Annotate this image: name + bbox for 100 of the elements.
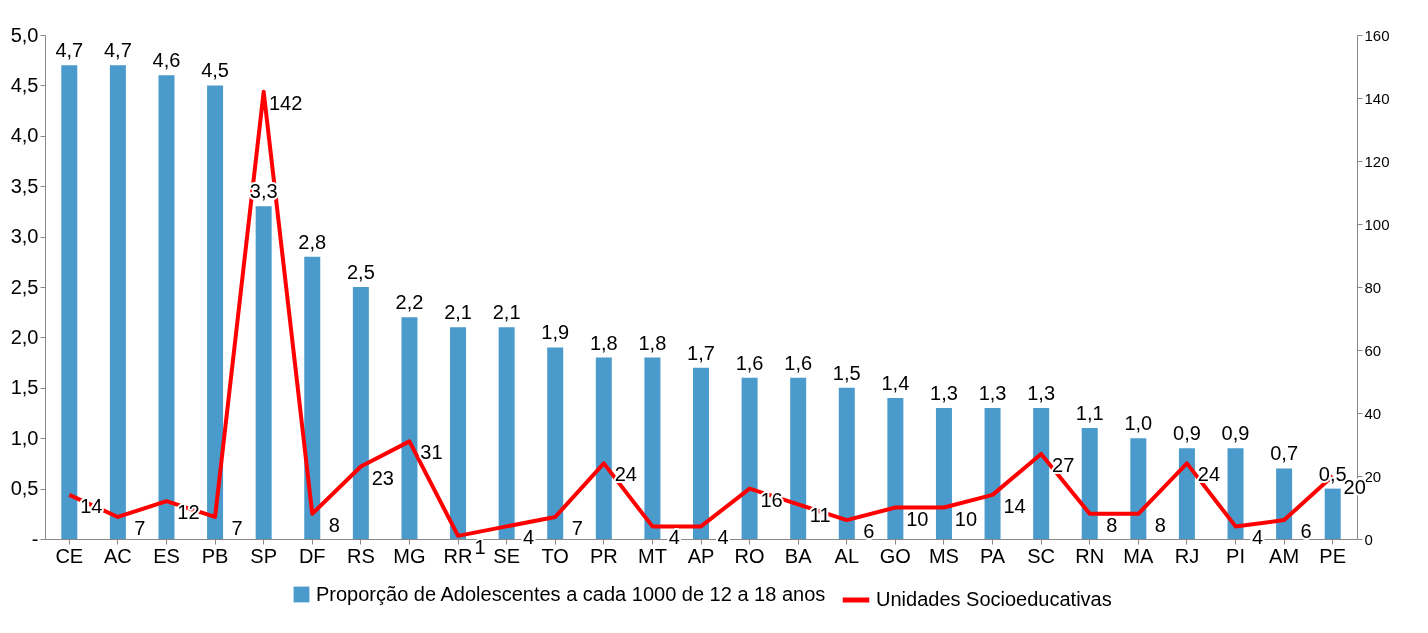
- data-label: 4: [717, 526, 729, 549]
- data-label: 1,3: [1027, 381, 1056, 404]
- x-tick-label: BA: [784, 544, 813, 567]
- data-label: 23: [371, 466, 394, 489]
- data-label: 6: [1300, 520, 1312, 543]
- y2-tick-label: 140: [1364, 89, 1390, 107]
- bar: [109, 65, 126, 539]
- data-label: 2,5: [346, 261, 375, 283]
- data-label: 1,3: [930, 381, 958, 404]
- y2-tick-label: 20: [1364, 467, 1382, 485]
- y2-tick-label: 100: [1364, 215, 1390, 233]
- y-tick-label: 0,5: [10, 477, 39, 500]
- x-tick-label: MS: [928, 544, 959, 567]
- x-tick-label: GO: [879, 544, 911, 567]
- data-label: 24: [1197, 463, 1221, 486]
- data-label: 2,8: [298, 230, 327, 253]
- data-label: 7: [571, 516, 583, 539]
- bar: [498, 327, 515, 539]
- y2-tick-label: 80: [1364, 278, 1382, 296]
- x-tick-label: MA: [1123, 544, 1154, 567]
- bar: [741, 377, 758, 539]
- data-label: 8: [328, 513, 340, 536]
- bar: [61, 65, 78, 539]
- x-tick-label: PR: [589, 544, 618, 567]
- y-tick-label: 5,0: [10, 23, 39, 46]
- bar: [693, 367, 709, 539]
- data-label: 4,7: [55, 39, 84, 62]
- bar: [887, 397, 904, 539]
- x-tick-label: SC: [1027, 544, 1056, 567]
- x-tick-label: DF: [298, 544, 326, 567]
- y-tick-label: 1,0: [10, 426, 39, 449]
- y-tick-label: 3,5: [10, 174, 39, 197]
- data-label: 0,9: [1173, 422, 1201, 445]
- y-tick-label: 3,0: [10, 225, 39, 248]
- data-label: 4: [523, 526, 535, 549]
- data-label: 0,9: [1221, 422, 1250, 445]
- x-tick-label: PI: [1226, 544, 1245, 567]
- bar: [595, 357, 612, 539]
- x-tick-label: PB: [201, 544, 229, 567]
- data-label: 6: [863, 520, 875, 543]
- x-tick-label: RJ: [1174, 544, 1200, 567]
- bar: [984, 407, 1001, 539]
- bar: [1033, 407, 1050, 539]
- data-label: 8: [1154, 513, 1166, 536]
- bar: [1276, 468, 1293, 539]
- data-label: 4,6: [152, 49, 181, 72]
- y2-tick-label: 40: [1364, 404, 1382, 422]
- y-tick-label: 4,0: [10, 124, 39, 147]
- bar: [352, 287, 369, 539]
- bar: [304, 256, 321, 539]
- data-label: 2,1: [492, 301, 521, 324]
- x-tick-label: SE: [493, 544, 520, 567]
- data-label: 27: [1052, 453, 1075, 476]
- y-tick-label: 2,5: [10, 275, 39, 298]
- data-label: 1,1: [1075, 402, 1104, 425]
- y-tick-label: 4,5: [10, 73, 39, 96]
- data-label: 1,8: [589, 331, 618, 354]
- bar: [838, 387, 855, 539]
- bar: [1227, 448, 1244, 539]
- y2-tick-label: 120: [1364, 152, 1390, 170]
- bar: [1178, 448, 1195, 539]
- legend-label: Proporção de Adolescentes a cada 1000 de 12 a 18 anos: [316, 582, 826, 605]
- data-label: 1,5: [832, 361, 861, 384]
- x-tick-label: RS: [346, 544, 375, 567]
- data-label: 1,9: [541, 321, 570, 344]
- data-label: 4: [1251, 526, 1264, 549]
- data-label: 31: [420, 441, 443, 464]
- x-tick-label: TO: [541, 544, 569, 567]
- x-tick-label: AM: [1269, 544, 1300, 567]
- data-label: 2,2: [395, 291, 424, 314]
- data-label: 4,5: [201, 59, 229, 82]
- y2-tick-label: 0: [1364, 530, 1373, 548]
- x-tick-label: ES: [153, 544, 180, 567]
- data-label: 14: [1003, 494, 1026, 517]
- data-label: 7: [231, 516, 243, 539]
- bar: [547, 347, 564, 539]
- bar: [1324, 488, 1341, 539]
- bar: [401, 317, 418, 539]
- bar: [158, 75, 175, 539]
- data-label: 1,3: [978, 381, 1007, 404]
- bar: [790, 377, 807, 539]
- x-tick-label: AL: [834, 544, 860, 567]
- data-label: 10: [906, 507, 929, 530]
- data-label: 0,7: [1270, 442, 1299, 465]
- bar: [255, 206, 272, 539]
- data-label: 4: [668, 526, 680, 549]
- data-label: 1,6: [784, 351, 813, 374]
- bar: [207, 85, 224, 539]
- x-tick-label: MG: [393, 544, 426, 567]
- bar: [1081, 428, 1098, 539]
- x-tick-label: PE: [1319, 544, 1347, 567]
- data-label: 24: [614, 463, 637, 486]
- x-tick-label: CE: [55, 544, 84, 567]
- data-label: 1,7: [687, 341, 715, 364]
- x-tick-label: RR: [443, 544, 473, 567]
- x-tick-label: AC: [103, 544, 132, 567]
- bar: [1130, 438, 1147, 539]
- y2-tick-label: 160: [1364, 26, 1390, 44]
- x-tick-label: RO: [734, 544, 765, 567]
- data-label: 1,4: [881, 371, 910, 394]
